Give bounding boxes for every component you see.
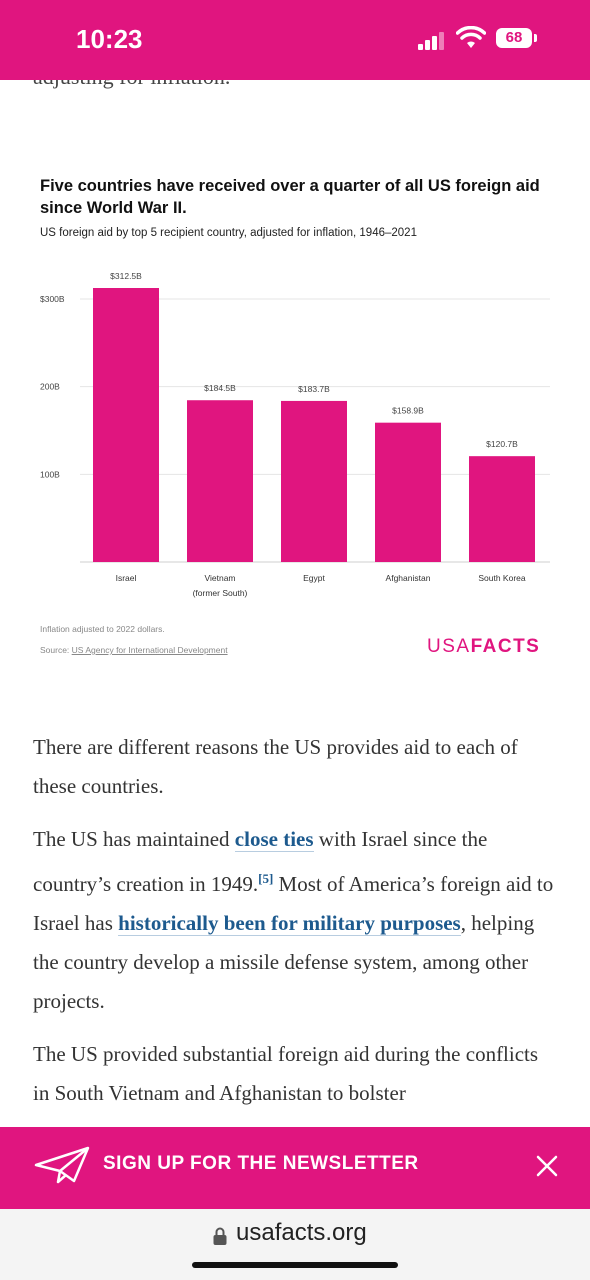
source-link[interactable]: US Agency for International Development	[71, 645, 228, 655]
paragraph-1: There are different reasons the US provi…	[33, 735, 518, 798]
bar	[281, 400, 347, 562]
text: Most of America’s foreign aid to Israel …	[33, 872, 554, 935]
newsletter-banner[interactable]: SIGN UP FOR THE NEWSLETTER	[0, 1127, 590, 1209]
usafacts-logo: USAFACTS	[427, 636, 540, 658]
browser-address-bar[interactable]: usafacts.org	[0, 1209, 590, 1280]
chart-subtitle: US foreign aid by top 5 recipient countr…	[40, 227, 417, 239]
text: The US has maintained	[33, 827, 235, 851]
category-label: Egypt	[303, 573, 325, 583]
close-icon[interactable]	[536, 1155, 558, 1177]
bar	[93, 288, 159, 562]
status-time: 10:23	[76, 24, 143, 54]
chart-title: Five countries have received over a quar…	[40, 177, 540, 217]
y-tick-label: 100B	[40, 469, 60, 479]
category-label: (former South)	[193, 588, 248, 598]
article-body: There are different reasons the US provi…	[33, 728, 558, 1127]
url-text[interactable]: usafacts.org	[236, 1219, 367, 1246]
newsletter-signup-label[interactable]: SIGN UP FOR THE NEWSLETTER	[103, 1153, 419, 1174]
data-label: $158.9B	[392, 406, 424, 416]
data-label: $184.5B	[204, 383, 236, 393]
data-label: $183.7B	[298, 384, 330, 394]
lock-icon	[213, 1227, 227, 1245]
battery-icon: 68	[496, 28, 537, 48]
close-ties-link[interactable]: close ties	[234, 827, 314, 852]
text: with Israel since the country’s creation…	[33, 827, 488, 896]
bar	[375, 422, 441, 562]
category-label: Vietnam	[204, 573, 235, 583]
paragraph-2: The US has maintained close ties with Is…	[33, 820, 558, 1021]
chart-note: Inflation adjusted to 2022 dollars.	[40, 624, 165, 634]
paper-plane-icon	[34, 1146, 90, 1184]
bar	[187, 400, 253, 562]
data-label: $312.5B	[110, 271, 142, 281]
logo-usa: USA	[427, 636, 471, 657]
status-bar: 10:23 68	[0, 0, 590, 80]
category-label: South Korea	[478, 573, 526, 583]
bar	[469, 456, 535, 562]
category-label: Afghanistan	[386, 573, 431, 583]
category-label: Israel	[116, 573, 137, 583]
y-tick-label: $300B	[40, 294, 65, 304]
text: , helping the country develop a missile …	[33, 911, 535, 1013]
paragraph-3: The US provided substantial foreign aid …	[33, 1042, 539, 1105]
bar-chart: 100B 200B $300B $312.5B Israel $184.5B Vietnam…	[40, 271, 550, 598]
logo-facts: FACTS	[470, 636, 541, 657]
y-tick-label: 200B	[40, 382, 60, 392]
home-indicator[interactable]	[192, 1262, 398, 1268]
wifi-icon	[456, 26, 486, 48]
military-purposes-link[interactable]: historically been for military purposes	[118, 911, 461, 936]
data-label: $120.7B	[486, 439, 518, 449]
signal-icon	[418, 30, 446, 50]
chart-source: Source: US Agency for International Deve…	[40, 645, 228, 655]
footnote-ref[interactable]: [5]	[258, 871, 274, 886]
source-prefix: Source:	[40, 645, 72, 655]
